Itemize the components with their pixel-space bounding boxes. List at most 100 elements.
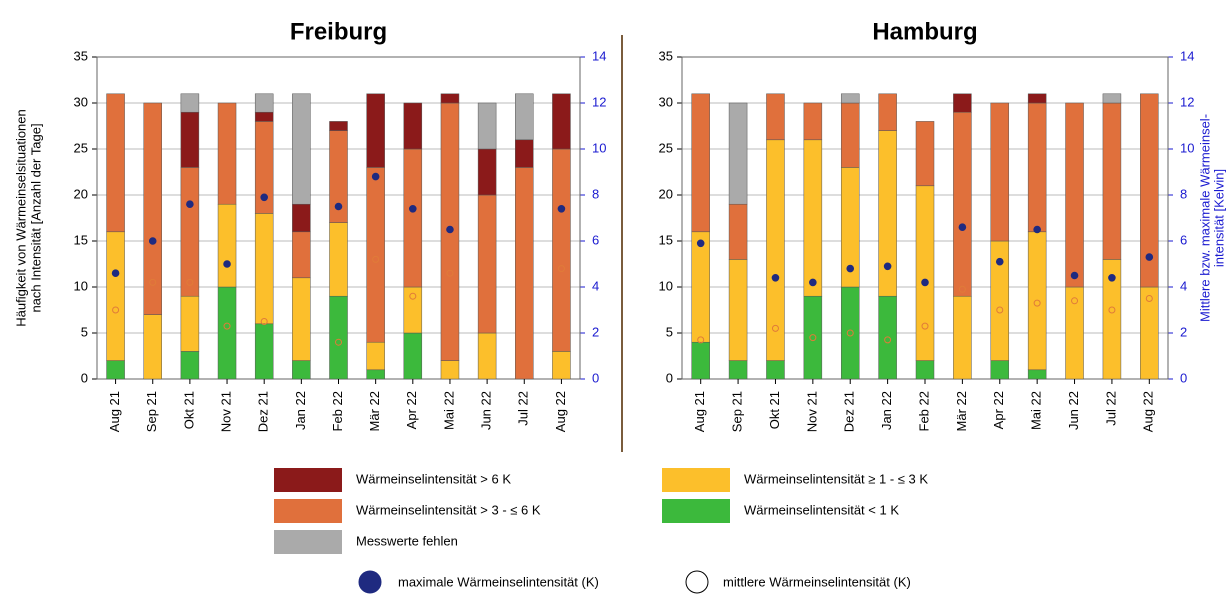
bar-segment [292, 93, 311, 205]
legend-label: mittlere Wärmeinselintensität (K) [723, 574, 911, 589]
bar-segment [552, 148, 571, 352]
bar-segment [440, 360, 460, 380]
legend-swatch [274, 468, 342, 492]
bar-segment [953, 111, 972, 297]
mean-marker [260, 318, 268, 325]
y-axis-label: Häufigkeit von Wärmeinselsituationen [13, 109, 28, 327]
bar-segment [403, 102, 423, 150]
x-tick-label: Jun 22 [1066, 391, 1081, 430]
mean-marker [557, 265, 565, 273]
mean-marker [409, 292, 417, 300]
mean-marker [1033, 299, 1041, 307]
bar-segment [766, 360, 785, 380]
bar-segment [254, 213, 274, 325]
x-tick-label: Nov 21 [804, 391, 819, 432]
bar-segment [1027, 102, 1047, 233]
y2-axis-label: Mittlere bzw. maximale Wärmeinsel- [1197, 114, 1212, 322]
bar-segment [292, 360, 311, 380]
bar-segment [691, 93, 710, 233]
legend-label: Messwerte fehlen [356, 533, 458, 548]
y-tick-label: 15 [659, 232, 673, 247]
x-tick-label: Mär 22 [954, 391, 969, 431]
y2-tick-label: 4 [592, 278, 599, 293]
x-tick-label: Mai 22 [441, 391, 456, 430]
y2-tick-label: 8 [1180, 186, 1187, 201]
max-marker [148, 237, 157, 245]
x-tick-label: Okt 21 [767, 391, 782, 429]
mean-marker [1108, 306, 1116, 314]
bar-segment [1065, 102, 1084, 288]
bar-segment [1140, 286, 1159, 380]
bar-segment [915, 121, 935, 187]
x-tick-label: Dez 21 [256, 391, 271, 432]
mean-marker [1071, 297, 1079, 305]
max-marker [1145, 253, 1154, 261]
chart-title: Hamburg [872, 18, 977, 45]
bar-segment [106, 93, 125, 233]
bar-segment [477, 332, 497, 380]
y-tick-label: 20 [74, 186, 88, 201]
max-marker [771, 274, 780, 282]
legend-swatch [274, 499, 342, 523]
mean-marker [149, 278, 157, 286]
bar-segment [691, 341, 710, 380]
max-marker [409, 205, 417, 213]
x-tick-label: Jun 22 [479, 391, 494, 430]
x-tick-label: Jul 22 [516, 391, 531, 426]
bar-segment [254, 323, 274, 380]
y2-tick-label: 6 [592, 232, 599, 247]
bar-segment [552, 93, 571, 150]
x-tick-label: Aug 21 [107, 391, 122, 432]
max-marker [696, 239, 705, 248]
y-tick-label: 5 [81, 324, 88, 339]
bar-segment [329, 295, 348, 380]
bar-segment [403, 332, 423, 380]
legend-swatch [274, 530, 342, 554]
y-tick-label: 25 [659, 140, 673, 155]
y-tick-label: 20 [659, 186, 673, 201]
y2-tick-label: 2 [1180, 324, 1187, 339]
x-tick-label: Aug 21 [692, 391, 707, 432]
bar-segment [515, 139, 534, 168]
max-marker [371, 172, 380, 181]
bar-segment [766, 139, 785, 361]
bar-segment [990, 360, 1010, 380]
bar-segment [366, 341, 385, 371]
mean-marker [112, 306, 120, 314]
x-tick-label: Mär 22 [367, 391, 382, 431]
bar-segment [728, 203, 748, 260]
x-tick-label: Jan 22 [293, 391, 308, 430]
legend-label: Wärmeinselintensität ≥ 1 - ≤ 3 K [744, 471, 928, 486]
bar-segment [1027, 93, 1047, 104]
y2-tick-label: 8 [592, 186, 599, 201]
bar-segment [1102, 102, 1122, 260]
bar-segment [990, 102, 1010, 242]
y2-tick-label: 6 [1180, 232, 1187, 247]
mean-marker [809, 334, 817, 342]
y2-tick-label: 12 [1180, 94, 1194, 109]
bar-segment [1140, 93, 1159, 288]
max-marker [1070, 271, 1079, 280]
bar-segment [803, 102, 823, 141]
y2-tick-label: 10 [592, 140, 606, 155]
mean-marker [372, 255, 380, 263]
x-tick-label: Jan 22 [879, 391, 894, 430]
x-tick-label: Feb 22 [330, 391, 345, 431]
bar-segment [477, 148, 497, 196]
legend-label: Wärmeinselintensität > 6 K [356, 471, 511, 486]
y2-axis-label: intensität [Kelvin] [1211, 169, 1226, 267]
bar-segment [1027, 369, 1047, 380]
mean-marker [697, 336, 705, 344]
bar-segment [840, 93, 860, 104]
bar-segment [1027, 231, 1047, 371]
x-tick-label: Dez 21 [842, 391, 857, 432]
y-tick-label: 35 [659, 48, 673, 63]
bar-segment [766, 93, 785, 141]
bar-segment [515, 167, 534, 380]
bar-segment [878, 295, 897, 380]
max-marker [1033, 225, 1041, 234]
y-tick-label: 30 [659, 94, 673, 109]
bar-segment [143, 314, 162, 380]
bar-segment [106, 360, 125, 380]
y2-tick-label: 10 [1180, 140, 1194, 155]
